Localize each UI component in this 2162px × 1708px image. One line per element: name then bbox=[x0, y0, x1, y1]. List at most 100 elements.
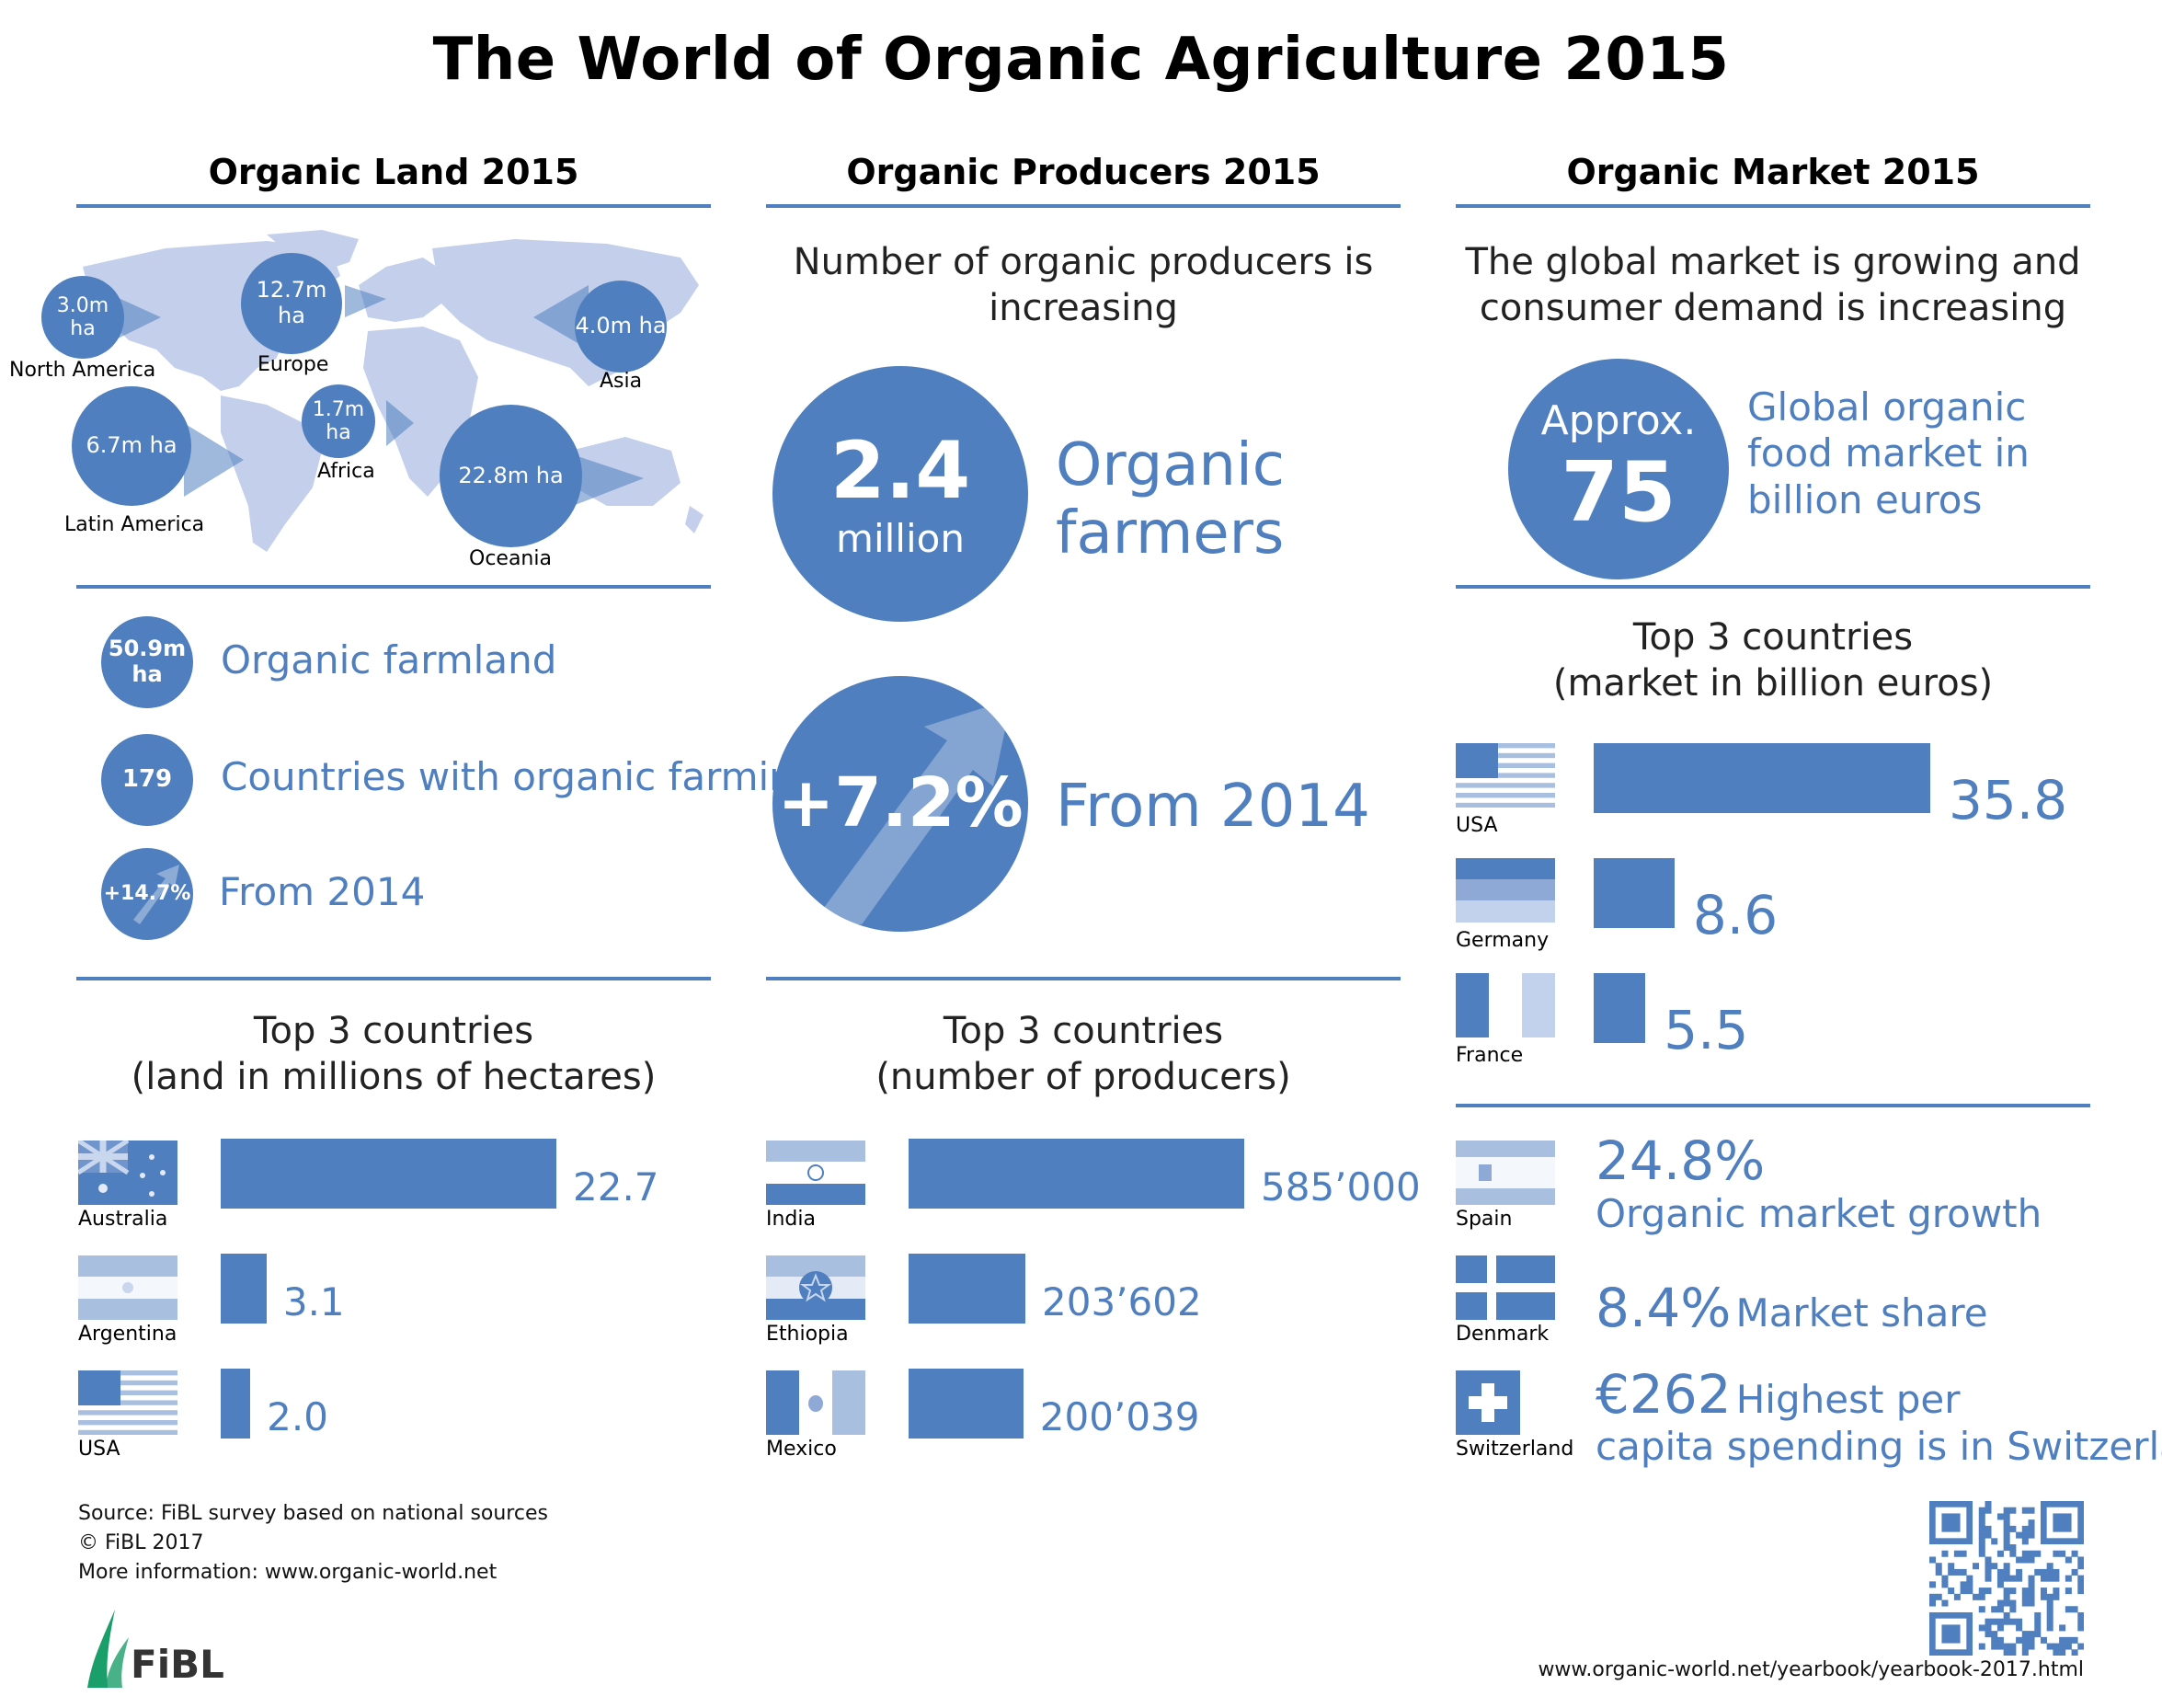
page-title: The World of Organic Agriculture 2015 bbox=[432, 26, 1730, 94]
farmland-badge: 50.9m ha bbox=[101, 616, 193, 708]
country-label-australia: Australia bbox=[78, 1208, 168, 1231]
australia-flag-icon bbox=[78, 1141, 177, 1205]
divider bbox=[1456, 1104, 2090, 1107]
land-growth-label: From 2014 bbox=[219, 869, 426, 914]
country-label-denmark: Denmark bbox=[1456, 1323, 1550, 1346]
countries-badge: 179 bbox=[101, 734, 193, 826]
producers-heading: Organic Producers 2015 bbox=[846, 152, 1321, 192]
market-value-label: 35.8 bbox=[1949, 769, 2068, 831]
market-size-circle: Approx. 75 bbox=[1508, 359, 1729, 579]
source-block: Source: FiBL survey based on national so… bbox=[78, 1499, 548, 1588]
arrow-up-icon bbox=[818, 699, 1012, 924]
spain-flag-icon bbox=[1456, 1141, 1555, 1205]
region-bubble-asia: 4.0m ha bbox=[575, 281, 667, 373]
country-label-india: India bbox=[766, 1208, 816, 1231]
denmark-share: 8.4% Market share bbox=[1596, 1277, 1988, 1339]
country-label-france: France bbox=[1456, 1044, 1524, 1067]
india-flag-icon bbox=[766, 1141, 865, 1205]
qr-code-icon[interactable] bbox=[1929, 1501, 2084, 1656]
usa-flag-icon bbox=[78, 1370, 177, 1435]
fibl-logo-text: FiBL bbox=[131, 1642, 224, 1687]
country-label-switzerland: Switzerland bbox=[1456, 1438, 1574, 1461]
region-bubble-latin-america: 6.7m ha bbox=[72, 386, 191, 506]
land-value-label: 2.0 bbox=[267, 1394, 328, 1439]
region-label-north-america: North America bbox=[9, 359, 156, 382]
divider bbox=[1456, 204, 2090, 208]
farmers-label-line1: Organic bbox=[1056, 431, 1285, 499]
producers-subtitle-2: increasing bbox=[989, 287, 1178, 329]
france-flag-icon bbox=[1456, 973, 1555, 1037]
producers-bar bbox=[909, 1369, 1024, 1439]
usa-flag-icon bbox=[1456, 743, 1555, 808]
market-size-value: 75 bbox=[1561, 443, 1676, 541]
country-label-spain: Spain bbox=[1456, 1208, 1513, 1231]
growth-label: From 2014 bbox=[1056, 773, 1370, 841]
farmers-label: Organic farmers bbox=[1056, 431, 1285, 567]
region-bubble-north-america: 3.0m ha bbox=[41, 276, 124, 359]
region-label-africa: Africa bbox=[317, 460, 375, 483]
land-growth-badge: +14.7% bbox=[101, 848, 193, 940]
switzerland-spending-value: €262 bbox=[1596, 1363, 1732, 1426]
switzerland-flag-icon bbox=[1456, 1370, 1520, 1435]
denmark-flag-icon bbox=[1456, 1255, 1555, 1320]
region-label-latin-america: Latin America bbox=[64, 513, 205, 536]
divider bbox=[76, 977, 711, 980]
germany-flag-icon bbox=[1456, 858, 1555, 923]
argentina-flag-icon bbox=[78, 1255, 177, 1320]
country-label-germany: Germany bbox=[1456, 929, 1550, 952]
source-text: Source: FiBL survey based on national so… bbox=[78, 1502, 548, 1525]
countries-label: Countries with organic farming bbox=[221, 754, 818, 799]
switzerland-spending-label: Highest per bbox=[1735, 1377, 1961, 1422]
land-top-heading: Top 3 countries bbox=[253, 1010, 534, 1052]
farmers-value: 2.4 bbox=[829, 425, 971, 518]
footer-url-link[interactable]: www.organic-world.net/yearbook/yearbook-… bbox=[1538, 1658, 2084, 1681]
land-bar bbox=[221, 1254, 267, 1324]
market-subtitle-2: consumer demand is increasing bbox=[1479, 287, 2067, 329]
divider bbox=[76, 204, 711, 208]
country-label-ethiopia: Ethiopia bbox=[766, 1323, 849, 1346]
market-value-label: 8.6 bbox=[1692, 884, 1779, 946]
country-label-usa: USA bbox=[1456, 814, 1498, 837]
growth-circle: +7.2% bbox=[772, 676, 1028, 932]
region-bubble-europe: 12.7m ha bbox=[241, 253, 342, 354]
land-value-label: 22.7 bbox=[573, 1164, 659, 1209]
switzerland-spending: €262 Highest per bbox=[1596, 1363, 1961, 1426]
region-bubble-oceania: 22.8m ha bbox=[440, 405, 582, 547]
market-top-subheading: (market in billion euros) bbox=[1552, 662, 1994, 705]
land-bar bbox=[221, 1139, 556, 1209]
region-label-asia: Asia bbox=[600, 370, 643, 393]
approx-label: Approx. bbox=[1540, 396, 1697, 444]
market-size-label-line1: Global organic bbox=[1747, 384, 2027, 430]
spain-growth-label: Organic market growth bbox=[1596, 1191, 2042, 1236]
farmland-label: Organic farmland bbox=[221, 637, 557, 682]
market-heading: Organic Market 2015 bbox=[1566, 152, 1980, 192]
region-label-oceania: Oceania bbox=[469, 547, 552, 570]
producers-value-label: 200’039 bbox=[1039, 1394, 1200, 1439]
divider bbox=[766, 204, 1401, 208]
spain-growth-value: 24.8% bbox=[1596, 1129, 1766, 1192]
market-size-label-line3: billion euros bbox=[1747, 476, 1983, 522]
market-size-label: Global organic food market in billion eu… bbox=[1747, 384, 2030, 523]
farmers-circle: 2.4 million bbox=[772, 366, 1028, 622]
mexico-flag-icon bbox=[766, 1370, 865, 1435]
producers-bar bbox=[909, 1254, 1026, 1324]
land-bar bbox=[221, 1369, 251, 1439]
market-bar bbox=[1594, 973, 1646, 1043]
producers-bar bbox=[909, 1139, 1244, 1209]
switzerland-spending-label-2: capita spending is in Switzerland bbox=[1596, 1424, 2162, 1469]
market-value-label: 5.5 bbox=[1664, 999, 1749, 1061]
producers-value-label: 585’000 bbox=[1261, 1164, 1421, 1209]
market-size-label-line2: food market in bbox=[1747, 430, 2030, 476]
farmers-label-line2: farmers bbox=[1056, 499, 1285, 567]
market-bar bbox=[1594, 743, 1930, 813]
producers-top-subheading: (number of producers) bbox=[875, 1056, 1291, 1098]
land-heading: Organic Land 2015 bbox=[208, 152, 579, 192]
divider bbox=[76, 585, 711, 589]
divider bbox=[766, 977, 1401, 980]
fibl-logo-icon bbox=[87, 1610, 129, 1688]
market-subtitle: The global market is growing and bbox=[1465, 241, 2081, 283]
growth-value: +7.2% bbox=[777, 763, 1024, 843]
farmers-unit: million bbox=[836, 516, 965, 562]
region-bubble-africa: 1.7m ha bbox=[302, 384, 375, 458]
region-label-europe: Europe bbox=[257, 353, 329, 376]
